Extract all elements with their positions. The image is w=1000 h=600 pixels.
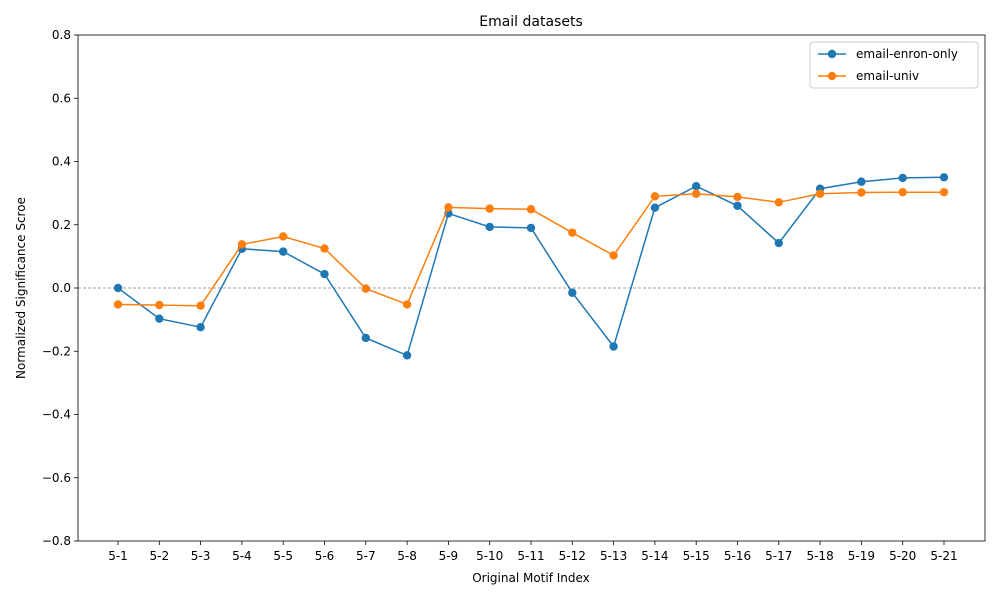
data-point-email-enron-only	[609, 342, 618, 351]
data-point-email-univ	[113, 300, 123, 309]
data-point-email-enron-only	[485, 222, 494, 232]
x-axis-label: Original Motif Index	[472, 571, 590, 585]
data-point-email-univ	[692, 189, 701, 198]
x-tick-label: 5-15	[683, 549, 710, 563]
x-tick-label: 5-7	[356, 549, 376, 563]
data-point-email-univ	[279, 232, 288, 241]
data-point-email-enron-only	[939, 173, 949, 182]
data-point-email-enron-only	[361, 333, 370, 343]
x-tick-label: 5-10	[476, 549, 503, 563]
data-point-email-enron-only	[279, 247, 288, 256]
legend: email-enron-only email-univ	[809, 41, 979, 89]
data-point-email-univ	[815, 189, 825, 198]
data-point-email-univ	[196, 301, 205, 310]
y-tick-label: 0.0	[52, 281, 71, 295]
legend-marker-email-enron-only	[827, 49, 837, 59]
plot-frame	[77, 34, 986, 542]
x-tick-label: 5-18	[806, 549, 833, 563]
legend-label-email-univ: email-univ	[856, 69, 919, 83]
y-tick-label: 0.8	[52, 28, 71, 42]
y-tick-label: −0.4	[42, 408, 71, 422]
data-point-email-univ	[609, 251, 618, 260]
data-point-email-enron-only	[526, 223, 536, 233]
x-tick-label: 5-12	[559, 549, 586, 563]
data-point-email-enron-only	[196, 323, 205, 332]
data-point-email-univ	[774, 198, 783, 207]
data-point-email-enron-only	[733, 201, 742, 210]
chart-title: Email datasets	[479, 14, 583, 30]
data-point-email-univ	[568, 228, 577, 237]
legend-box	[809, 41, 979, 89]
x-tick-label: 5-2	[149, 549, 169, 563]
y-tick-label: −0.2	[42, 344, 71, 358]
data-point-email-enron-only	[857, 177, 866, 186]
y-tick-label: −0.8	[42, 534, 71, 548]
data-point-email-enron-only	[113, 283, 123, 293]
x-tick-label: 5-13	[600, 549, 627, 563]
x-tick-label: 5-3	[191, 549, 211, 563]
x-tick-label: 5-21	[930, 549, 957, 563]
x-tick-label: 5-11	[517, 549, 544, 563]
y-tick-label: 0.4	[52, 155, 71, 169]
data-point-email-enron-only	[692, 181, 701, 191]
data-point-email-enron-only	[155, 314, 164, 323]
x-tick-label: 5-6	[315, 549, 335, 563]
plot-area: −0.8 −0.6 −0.4 −0.2 0.0 0.2 0.4 0.6 0.8 5-1 5-2 5-3…	[42, 28, 986, 563]
data-point-email-univ	[444, 203, 453, 212]
data-point-email-univ	[939, 187, 949, 197]
x-tick-label: 5-9	[439, 549, 459, 563]
data-point-email-enron-only	[898, 173, 907, 183]
data-point-email-univ	[237, 240, 247, 249]
x-tick-label: 5-8	[397, 549, 417, 563]
x-tick-label: 5-17	[765, 549, 792, 563]
data-point-email-enron-only	[320, 269, 329, 279]
y-tick-label: 0.2	[52, 218, 71, 232]
data-point-email-univ	[402, 300, 412, 309]
data-point-email-univ	[526, 205, 536, 214]
data-point-email-univ	[898, 187, 907, 197]
data-point-email-univ	[155, 300, 164, 310]
data-point-email-univ	[650, 192, 660, 201]
data-point-email-univ	[857, 188, 866, 197]
x-tick-label: 5-14	[641, 549, 668, 563]
x-tick-label: 5-16	[724, 549, 751, 563]
data-point-email-univ	[485, 204, 494, 213]
legend-marker-email-univ	[827, 71, 837, 81]
x-tick-label: 5-5	[273, 549, 293, 563]
data-point-email-enron-only	[650, 203, 660, 212]
legend-label-email-enron-only: email-enron-only	[856, 47, 958, 61]
data-point-email-univ	[361, 284, 370, 293]
data-point-email-univ	[320, 244, 329, 253]
x-tick-label: 5-4	[232, 549, 252, 563]
series-line-email-enron-only	[117, 176, 945, 357]
y-axis-label: Normalized Significance Scroe	[14, 197, 28, 379]
y-tick-label: −0.6	[42, 471, 71, 485]
data-point-email-enron-only	[774, 238, 783, 248]
x-tick-label: 5-20	[889, 549, 916, 563]
x-tick-label: 5-19	[848, 549, 875, 563]
data-point-email-enron-only	[402, 351, 412, 360]
data-point-email-univ	[733, 192, 742, 202]
x-tick-label: 5-1	[108, 549, 128, 563]
y-tick-label: 0.6	[52, 91, 71, 105]
data-point-email-enron-only	[568, 288, 577, 297]
